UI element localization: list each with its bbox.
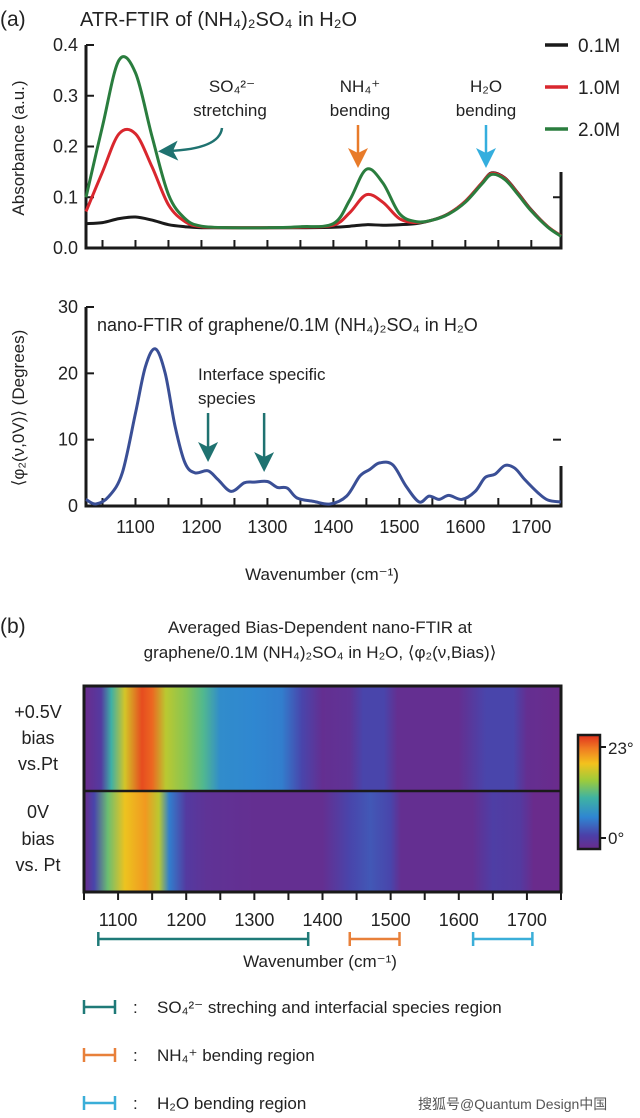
legend-label: 1.0M: [578, 78, 620, 99]
legend-label: H₂O bending region: [157, 1094, 306, 1113]
region-legend: : SO₄²⁻ streching and interfacial specie…: [82, 998, 502, 1113]
x-tick-label: 1200: [181, 517, 221, 537]
row-label: vs.Pt: [18, 754, 58, 774]
x-tick-label: 1500: [379, 517, 419, 537]
legend-label: 0.1M: [578, 36, 620, 57]
x-tick-label: 1100: [116, 517, 155, 537]
legend-label: 2.0M: [578, 120, 620, 141]
so4-arrow: [158, 127, 224, 161]
x-tick-label: 1300: [234, 910, 274, 930]
atr-ylabel: Absorbance (a.u.): [9, 80, 28, 215]
interface-label: Interface specific: [198, 365, 326, 384]
atr-plot: 0.0 0.1 0.2 0.3 0.4: [53, 35, 563, 258]
stretching-label: stretching: [193, 101, 267, 120]
nano-ylabel: ⟨φ₂(ν,0V)⟩ (Degrees): [9, 330, 28, 487]
colorbar: [576, 733, 606, 851]
y-tick-label: 0.3: [53, 86, 78, 106]
x-tick-label: 1600: [439, 910, 479, 930]
nano-title: nano-FTIR of graphene/0.1M (NH₄)₂SO₄ in …: [97, 315, 478, 335]
nh4-label: NH₄⁺: [340, 77, 380, 96]
series-line-20m: [84, 55, 562, 238]
row-label: 0V: [27, 802, 49, 822]
row-label: +0.5V: [14, 702, 62, 722]
colorbar-min-label: 0°: [608, 829, 624, 848]
nh4-bending-label: bending: [330, 101, 391, 120]
legend-separator: :: [133, 998, 138, 1017]
row-labels: +0.5V bias vs.Pt 0V bias vs. Pt: [14, 702, 62, 875]
axes-frame: [84, 45, 563, 250]
legend-label: NH₄⁺ bending region: [157, 1046, 315, 1065]
region-bracket: [471, 932, 534, 946]
row-label: bias: [21, 728, 54, 748]
heatmap-title-line1: Averaged Bias-Dependent nano-FTIR at: [168, 618, 472, 637]
atr-title: ATR-FTIR of (NH₄)₂SO₄ in H₂O: [80, 9, 357, 31]
orange-bracket-icon: [82, 1048, 117, 1062]
y-tick-label: 10: [58, 430, 78, 450]
x-tick-label: 1400: [302, 910, 342, 930]
region-bracket: [97, 932, 310, 946]
series-line-10m: [84, 127, 562, 238]
heatmap: 1100 1200 1300 1400 1500 1600 1700: [82, 684, 563, 946]
y-tick-label: 30: [58, 297, 78, 317]
legend-label: SO₄²⁻ streching and interfacial species …: [157, 998, 502, 1017]
atr-annotations: SO₄²⁻ stretching NH₄⁺ bending H₂O bendin…: [158, 77, 517, 168]
row-label: vs. Pt: [15, 855, 60, 875]
h2o-label: H₂O: [470, 77, 502, 96]
x-tick-label: 1100: [99, 910, 138, 930]
region-bracket: [348, 932, 401, 946]
y-tick-label: 0: [68, 496, 78, 516]
colorbar-max-label: 23°: [608, 739, 634, 758]
colorbar-bar: [576, 733, 602, 851]
species-label: species: [198, 389, 256, 408]
heatmap-title-line2: graphene/0.1M (NH₄)₂SO₄ in H₂O, ⟨φ₂(ν,Bi…: [144, 643, 497, 662]
x-tick-label: 1300: [247, 517, 287, 537]
y-tick-label: 0.2: [53, 137, 78, 157]
so4-label: SO₄²⁻: [209, 77, 255, 96]
legend-item-nh4: : NH₄⁺ bending region: [82, 1046, 315, 1065]
row-label: bias: [21, 829, 54, 849]
x-tick-label: 1700: [511, 517, 551, 537]
axes-frame: [84, 307, 563, 508]
x-tick-label: 1600: [445, 517, 485, 537]
teal-bracket-icon: [82, 1000, 117, 1014]
panel-a-label: (a): [0, 8, 26, 31]
x-tick-label: 1200: [166, 910, 206, 930]
atr-legend: 0.1M 1.0M 2.0M: [545, 36, 620, 141]
heatmap-row: [84, 686, 561, 791]
blue-bracket-icon: [82, 1096, 117, 1110]
panel-b-label: (b): [0, 615, 26, 638]
y-tick-label: 0.0: [53, 238, 78, 258]
legend-item-h2o: : H₂O bending region: [82, 1094, 306, 1113]
nano-xlabel: Wavenumber (cm⁻¹): [245, 565, 399, 584]
legend-item-so4: : SO₄²⁻ streching and interfacial specie…: [82, 998, 502, 1017]
legend-separator: :: [133, 1094, 138, 1113]
y-tick-label: 0.1: [53, 187, 78, 207]
h2o-bending-label: bending: [456, 101, 517, 120]
nano-plot: 0 10 20 30 1100 1200 1300 1400 1500 1600 1700: [58, 297, 563, 537]
heatmap-row: [84, 791, 561, 892]
legend-separator: :: [133, 1046, 138, 1065]
x-tick-label: 1400: [313, 517, 353, 537]
x-tick-label: 1700: [507, 910, 547, 930]
x-tick-label: 1500: [371, 910, 411, 930]
heatmap-xlabel: Wavenumber (cm⁻¹): [243, 952, 397, 971]
watermark: 搜狐号@Quantum Design中国: [418, 1096, 607, 1112]
y-tick-label: 20: [58, 363, 78, 383]
y-tick-label: 0.4: [53, 35, 78, 55]
series-line-phase: [85, 347, 562, 506]
